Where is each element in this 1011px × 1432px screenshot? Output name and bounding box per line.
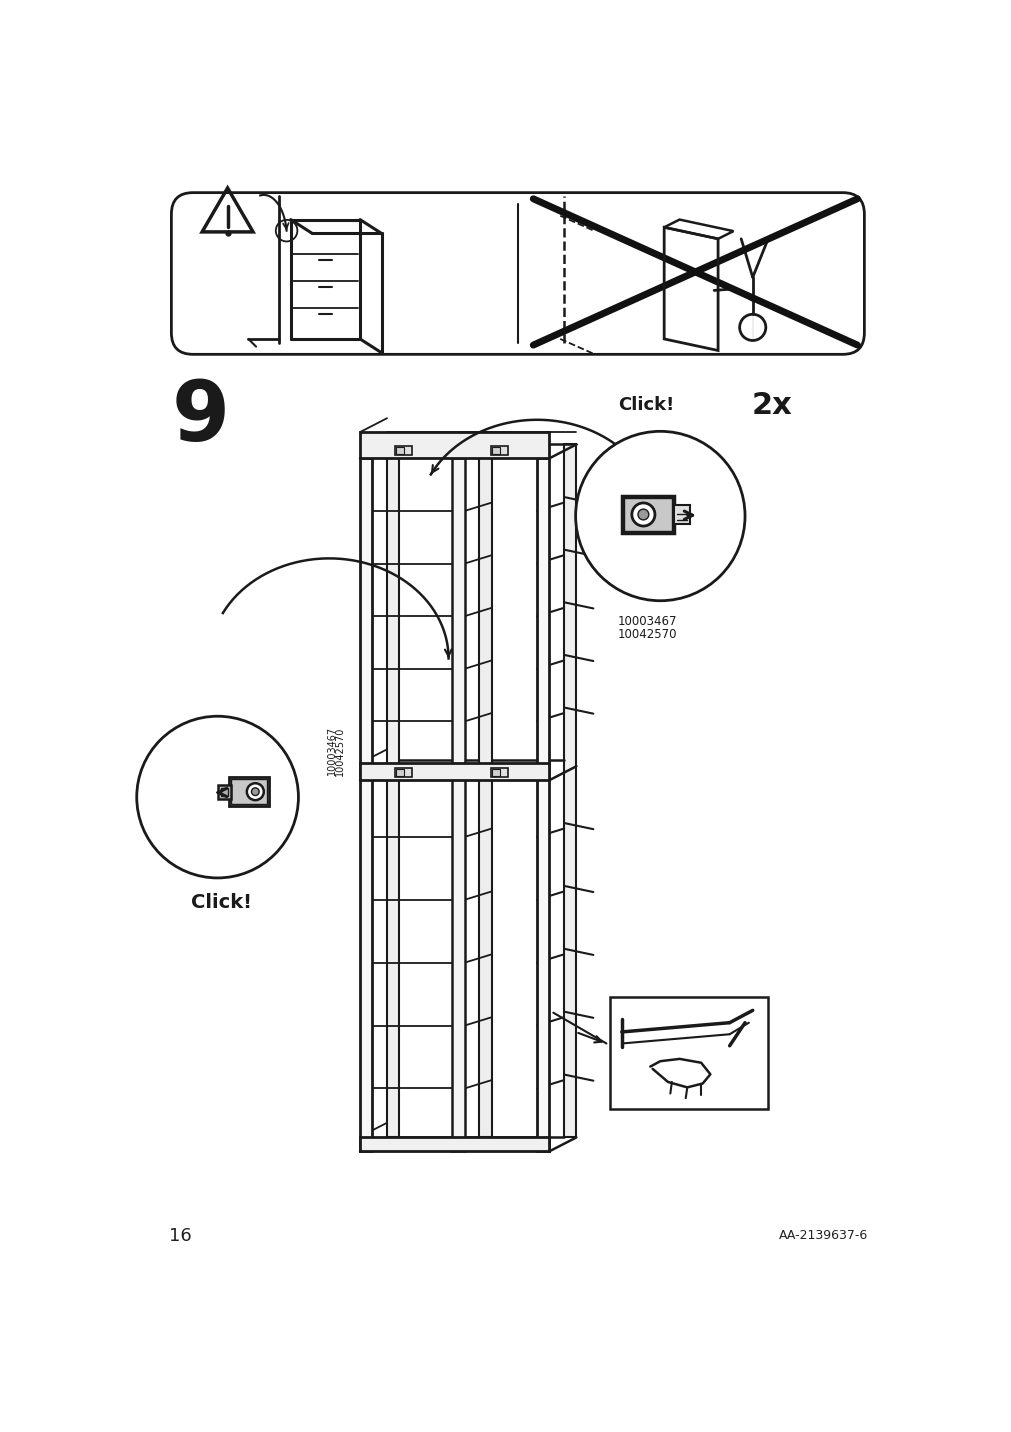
Bar: [537, 458, 549, 1151]
Text: 2x: 2x: [750, 391, 792, 420]
Bar: [218, 785, 231, 799]
Text: 2x: 2x: [151, 770, 191, 799]
Text: AA-2139637-6: AA-2139637-6: [778, 1230, 867, 1243]
Text: 9: 9: [171, 378, 229, 458]
Bar: [396, 769, 403, 776]
Text: 16: 16: [169, 1227, 192, 1244]
Circle shape: [247, 783, 264, 800]
Circle shape: [637, 510, 648, 520]
Bar: [221, 788, 227, 796]
Bar: [479, 444, 491, 1137]
Bar: [492, 447, 499, 454]
Bar: [492, 769, 499, 776]
Bar: [394, 768, 411, 778]
Text: 10042570: 10042570: [618, 627, 676, 640]
Circle shape: [631, 503, 654, 526]
Bar: [396, 447, 403, 454]
Bar: [360, 1137, 549, 1151]
Bar: [490, 445, 508, 455]
Bar: [360, 763, 549, 780]
Bar: [490, 768, 508, 778]
Bar: [386, 444, 399, 1137]
Text: 10003467: 10003467: [618, 614, 676, 627]
Text: Click!: Click!: [191, 894, 252, 912]
Bar: [452, 458, 464, 1151]
Bar: [232, 779, 267, 803]
Text: Click!: Click!: [618, 397, 673, 414]
Text: 10042570: 10042570: [335, 726, 345, 776]
Circle shape: [251, 788, 259, 796]
Bar: [610, 997, 767, 1108]
Bar: [360, 432, 549, 458]
Bar: [673, 505, 688, 524]
Bar: [624, 498, 671, 531]
Bar: [228, 778, 269, 806]
FancyBboxPatch shape: [171, 193, 863, 354]
Circle shape: [575, 431, 744, 601]
Bar: [394, 445, 411, 455]
Text: 10003467: 10003467: [327, 726, 337, 776]
Bar: [360, 458, 372, 1151]
Circle shape: [136, 716, 298, 878]
Bar: [563, 444, 576, 1137]
Bar: [621, 495, 673, 533]
